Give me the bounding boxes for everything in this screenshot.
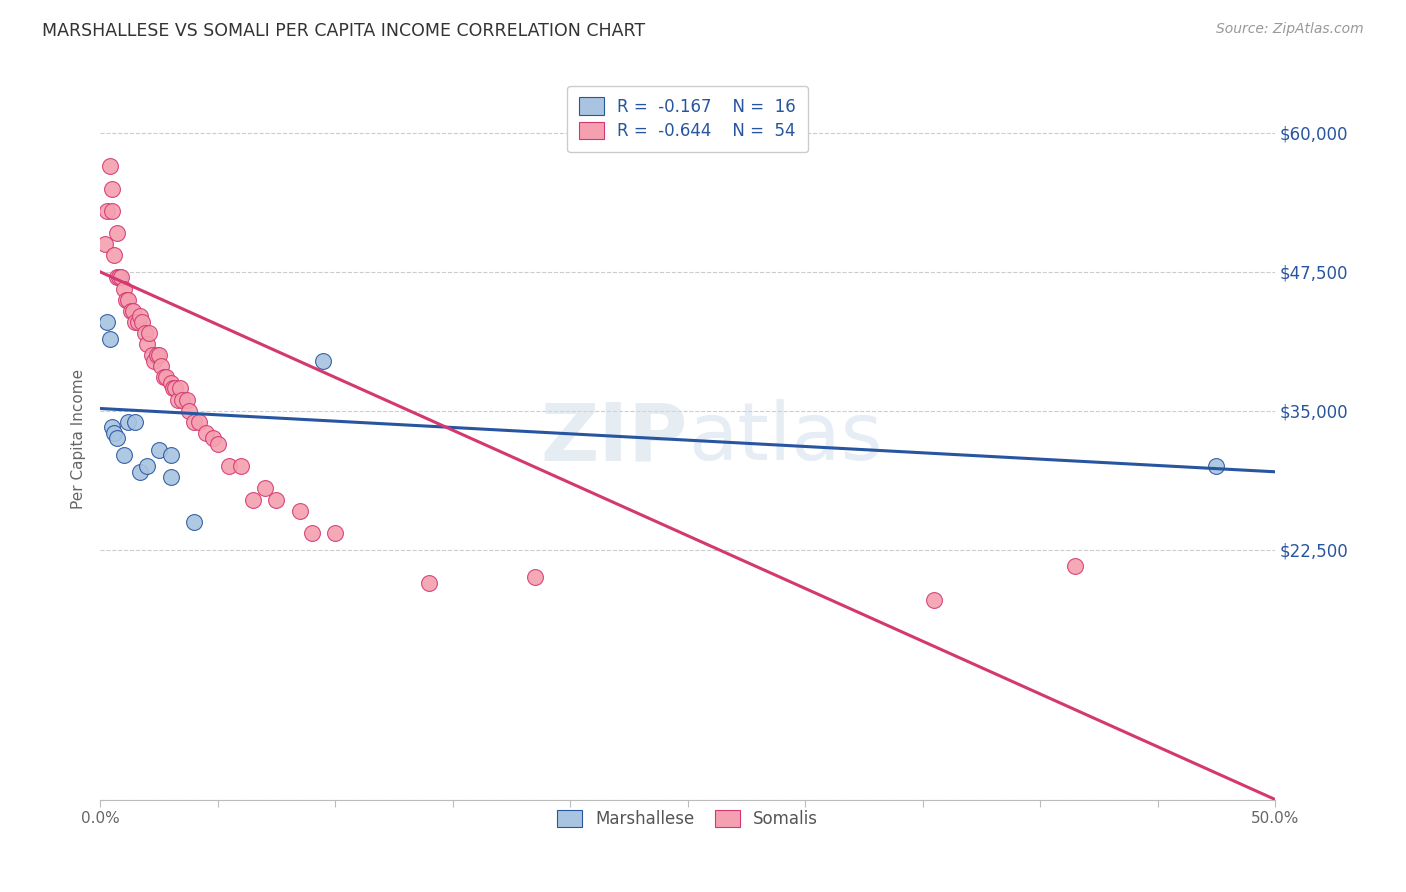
Point (124, 415, 146, 429)
Point (152, 370, 174, 384)
Point (143, 353, 166, 368)
Point (101, 203, 124, 218)
Y-axis label: Per Capita Income: Per Capita Income (72, 368, 86, 508)
Point (159, 376, 181, 390)
Point (141, 348, 163, 362)
Point (207, 437, 229, 451)
Point (253, 482, 276, 496)
Point (117, 415, 139, 429)
Point (162, 382, 184, 396)
Point (136, 337, 159, 351)
Point (312, 353, 335, 368)
Point (108, 270, 131, 285)
Point (101, 420, 124, 434)
Point (122, 303, 145, 318)
Point (194, 425, 217, 440)
Point (218, 459, 240, 474)
Point (105, 432, 128, 446)
Point (183, 515, 205, 529)
Point (176, 392, 198, 407)
Point (323, 525, 346, 540)
Point (98, 331, 121, 345)
Point (1205, 459, 1227, 474)
Point (98, 159, 121, 173)
Point (129, 310, 152, 324)
Text: ZIP: ZIP (540, 400, 688, 477)
Text: atlas: atlas (688, 400, 882, 477)
Point (145, 348, 167, 362)
Point (169, 382, 191, 396)
Point (117, 293, 139, 307)
Point (266, 492, 288, 507)
Point (136, 459, 159, 474)
Point (187, 415, 209, 429)
Point (148, 442, 170, 457)
Point (124, 315, 146, 329)
Point (134, 326, 156, 340)
Point (201, 432, 224, 446)
Point (112, 448, 135, 462)
Point (115, 293, 138, 307)
Point (183, 415, 205, 429)
Point (159, 470, 181, 484)
Point (131, 315, 153, 329)
Point (105, 226, 128, 240)
Point (523, 570, 546, 584)
Point (418, 575, 440, 590)
Point (150, 359, 173, 374)
Point (101, 181, 124, 195)
Point (288, 504, 311, 518)
Point (103, 425, 125, 440)
Point (155, 370, 177, 384)
Point (105, 270, 128, 285)
Point (96, 315, 118, 329)
Point (103, 248, 125, 262)
Point (129, 465, 152, 479)
Legend: Marshallese, Somalis: Marshallese, Somalis (551, 803, 825, 835)
Text: MARSHALLESE VS SOMALI PER CAPITA INCOME CORRELATION CHART: MARSHALLESE VS SOMALI PER CAPITA INCOME … (42, 22, 645, 40)
Point (924, 592, 946, 607)
Point (138, 326, 160, 340)
Point (165, 382, 187, 396)
Point (94, 237, 117, 252)
Point (110, 270, 132, 285)
Point (301, 525, 323, 540)
Point (127, 315, 149, 329)
Point (179, 403, 201, 417)
Point (1064, 559, 1087, 574)
Point (120, 303, 142, 318)
Point (231, 459, 253, 474)
Point (242, 492, 264, 507)
Point (172, 392, 194, 407)
Point (96, 203, 118, 218)
Point (112, 281, 135, 295)
Text: Source: ZipAtlas.com: Source: ZipAtlas.com (1216, 22, 1364, 37)
Point (148, 348, 170, 362)
Point (166, 392, 188, 407)
Point (159, 448, 181, 462)
